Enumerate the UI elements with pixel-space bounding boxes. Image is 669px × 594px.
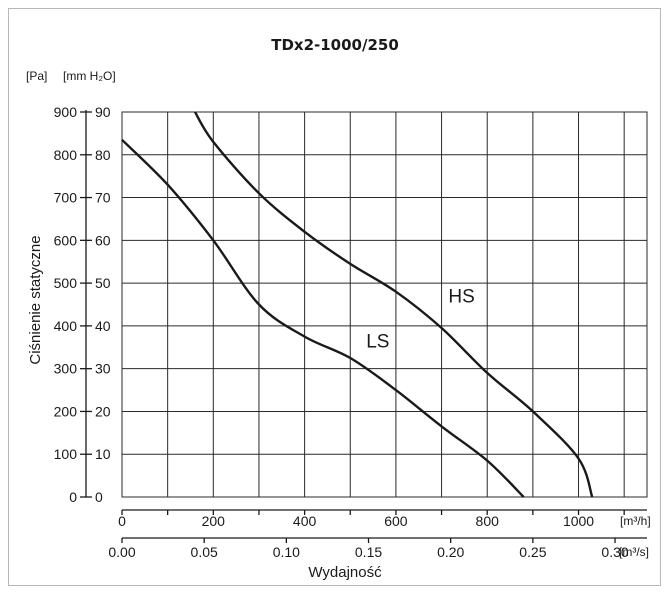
y-tick-label-mm: 40 xyxy=(95,318,111,334)
y-tick-label-pa: 100 xyxy=(54,446,78,462)
x-tick-label-m3h: 1000 xyxy=(563,513,594,529)
grid xyxy=(121,111,648,498)
y-tick-label-mm: 20 xyxy=(95,403,111,419)
y-tick-label-pa: 600 xyxy=(54,232,78,248)
y-tick-label-pa: 800 xyxy=(54,147,78,163)
y-axis-title: Ciśnienie statyczne xyxy=(27,235,44,364)
x-axis-title: Wydajność xyxy=(308,564,382,581)
chart-frame xyxy=(8,8,661,586)
x-tick-label-m3s: 0.20 xyxy=(437,544,464,560)
y-tick-label-pa: 200 xyxy=(54,403,78,419)
y-unit-pa: [Pa] xyxy=(26,69,47,83)
curves: HS LS xyxy=(121,111,594,498)
x-tick-label-m3h: 200 xyxy=(202,513,226,529)
x-tick-label-m3s: 0.30 xyxy=(601,544,628,560)
y-tick-label-mm: 90 xyxy=(95,104,111,120)
y-tick-label-pa: 400 xyxy=(54,318,78,334)
axes xyxy=(80,110,647,543)
curve-label-hs: HS xyxy=(448,286,474,307)
y-tick-label-mm: 50 xyxy=(95,275,111,291)
y-tick-label-pa: 500 xyxy=(54,275,78,291)
y-tick-label-pa: 700 xyxy=(54,190,78,206)
chart-title: TDx2-1000/250 xyxy=(271,36,399,54)
x-unit-m3h: [m³/h] xyxy=(620,514,651,528)
y-tick-label-mm: 60 xyxy=(95,232,111,248)
y-tick-label-mm: 30 xyxy=(95,361,111,377)
curve-ls xyxy=(121,138,525,498)
x-tick-label-m3h: 400 xyxy=(293,513,317,529)
x-tick-label-m3s: 0.25 xyxy=(519,544,546,560)
x-unit-m3s: [m³/s] xyxy=(619,545,649,559)
y-tick-label-mm: 70 xyxy=(95,190,111,206)
curve-hs xyxy=(193,111,594,498)
x-tick-label-m3s: 0.15 xyxy=(355,544,382,560)
y-tick-label-mm: 10 xyxy=(95,446,111,462)
y-tick-label-mm: 80 xyxy=(95,147,111,163)
y-tick-label-pa: 0 xyxy=(69,489,77,505)
x-tick-label-m3h: 800 xyxy=(476,513,500,529)
y-unit-mm: [mm H₂O] xyxy=(63,69,116,83)
x-tick-label-m3h: 0 xyxy=(118,513,126,529)
x-tick-label-m3s: 0.05 xyxy=(191,544,218,560)
plot-border xyxy=(121,111,648,498)
x-tick-label-m3h: 600 xyxy=(384,513,408,529)
x-tick-label-m3s: 0.00 xyxy=(108,544,135,560)
y-tick-label-mm: 0 xyxy=(95,489,103,505)
x-tick-label-m3s: 0.10 xyxy=(273,544,300,560)
curve-label-ls: LS xyxy=(366,331,389,352)
y-tick-label-pa: 300 xyxy=(54,361,78,377)
y-tick-label-pa: 900 xyxy=(54,104,78,120)
